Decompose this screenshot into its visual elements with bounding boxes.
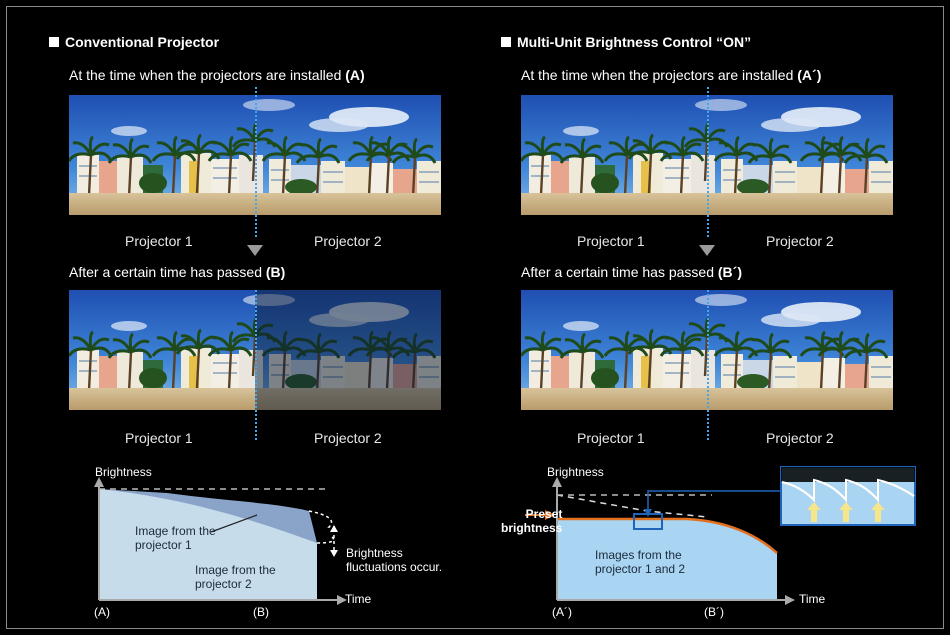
down-arrow-icon [699, 245, 715, 256]
y-axis-arrow-icon [552, 477, 562, 487]
fluct-up-arrow-icon [330, 525, 338, 532]
zoom-inset [780, 466, 916, 526]
right-projector1-label-a: Projector 1 [577, 233, 645, 249]
left-installed-caption: At the time when the projectors are inst… [69, 67, 365, 83]
left-scene-passed [69, 290, 441, 410]
natural-decline-line [556, 494, 708, 518]
combined-brightness-area [557, 519, 777, 600]
right-projector1-label-b: Projector 1 [577, 430, 645, 446]
right-passed-caption: After a certain time has passed (B´) [521, 264, 742, 280]
fluct-down-arrow-icon [330, 550, 338, 557]
left-fluctuation-label: Brightness fluctuations occur. [346, 546, 443, 574]
projector-divider-line [255, 87, 257, 237]
left-projector1-label-b: Projector 1 [125, 430, 193, 446]
left-tick-b: (B) [253, 605, 269, 619]
right-installed-caption: At the time when the projectors are inst… [521, 67, 822, 83]
preset-brightness-label: Preset brightness [501, 507, 563, 535]
left-label-projector1: Image from the projector 1 [135, 524, 216, 552]
right-graph-ylabel: Brightness [547, 465, 604, 479]
bullet-square-icon [501, 37, 511, 47]
left-projector1-label-a: Projector 1 [125, 233, 193, 249]
left-projector2-label-b: Projector 2 [314, 430, 382, 446]
left-tick-a: (A) [94, 605, 110, 619]
preset-arrow-icon [545, 510, 555, 520]
left-projector2-label-a: Projector 2 [314, 233, 382, 249]
projector1-brightness-area [99, 489, 317, 600]
projector-divider-line [707, 87, 709, 237]
preset-brightness-line [557, 517, 778, 554]
brightness-boost-arrow-icon [807, 502, 885, 522]
diagram-frame: Conventional Projector At the time when … [6, 6, 944, 629]
left-passed-caption: After a certain time has passed (B) [69, 264, 286, 280]
right-projector2-label-a: Projector 2 [766, 233, 834, 249]
y-axis-arrow-icon [94, 477, 104, 487]
zoom-connector-arrow-icon [644, 509, 652, 517]
right-label-projectors: Images from the projector 1 and 2 [595, 548, 686, 576]
left-graph-xlabel: Time [345, 592, 372, 606]
left-label-projector2: Image from the projector 2 [195, 563, 276, 591]
projector-divider-line [707, 290, 709, 440]
right-brightness-graph [525, 477, 795, 605]
x-axis-arrow-icon [785, 595, 795, 605]
projector1-pointer-line [210, 514, 258, 533]
x-axis-arrow-icon [337, 595, 347, 605]
left-brightness-graph [94, 477, 347, 605]
right-heading: Multi-Unit Brightness Control “ON” [501, 34, 751, 50]
projector-divider-line [255, 290, 257, 440]
left-graph-ylabel: Brightness [95, 465, 152, 479]
down-arrow-icon [247, 245, 263, 256]
right-projector2-label-b: Projector 2 [766, 430, 834, 446]
right-tick-a: (A´) [552, 605, 572, 619]
left-heading: Conventional Projector [49, 34, 219, 50]
bullet-square-icon [49, 37, 59, 47]
zoom-connector-line [647, 490, 782, 514]
right-graph-xlabel: Time [799, 592, 826, 606]
right-tick-b: (B´) [704, 605, 724, 619]
